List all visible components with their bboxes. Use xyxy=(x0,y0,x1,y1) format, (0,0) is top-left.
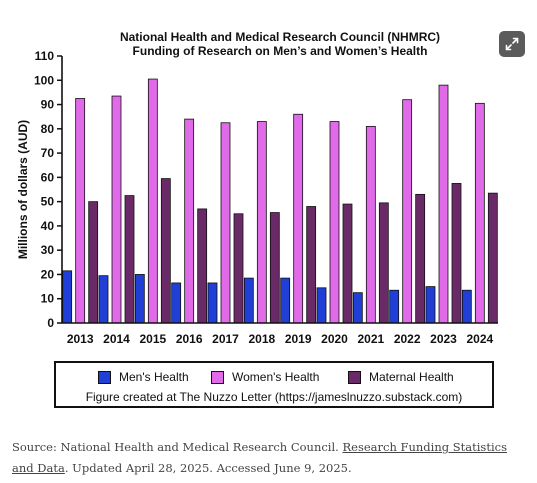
source-link[interactable]: Research Funding Statistics and Data xyxy=(12,440,507,475)
y-tick-label: 100 xyxy=(34,73,54,87)
bar-maternal-health-2013 xyxy=(88,201,99,324)
bar-maternal-health-2017 xyxy=(233,213,244,324)
y-tick-label: 10 xyxy=(41,292,55,306)
bar-women-s-health-2019 xyxy=(293,113,304,324)
legend-swatch xyxy=(211,370,224,384)
y-tick-label: 80 xyxy=(41,122,55,136)
bar-women-s-health-2015 xyxy=(147,78,158,324)
legend-item-womens-health: Women's Health xyxy=(211,370,319,384)
x-tick-label: 2022 xyxy=(394,332,421,346)
bar-maternal-health-2016 xyxy=(197,208,208,324)
x-tick-label: 2019 xyxy=(285,332,312,346)
bar-men-s-health-2019 xyxy=(280,277,291,324)
bar-women-s-health-2021 xyxy=(365,125,376,324)
bar-women-s-health-2017 xyxy=(220,122,231,324)
bar-men-s-health-2016 xyxy=(171,282,182,324)
bar-chart: Millions of dollars (AUD) 0 10 20 30 40 50 60 70… xyxy=(16,49,498,346)
legend-credit: Figure created at The Nuzzo Letter (http… xyxy=(85,390,463,404)
caption-prefix: Source: National Health and Medical Rese… xyxy=(12,440,343,454)
bar-women-s-health-2014 xyxy=(111,95,122,324)
y-tick-label: 90 xyxy=(41,98,55,112)
bar-men-s-health-2013 xyxy=(62,270,73,324)
x-tick-label: 2016 xyxy=(176,332,203,346)
x-tick-label: 2014 xyxy=(103,332,130,346)
x-tick-label: 2018 xyxy=(248,332,275,346)
legend-label: Men's Health xyxy=(119,370,189,384)
chart-figure: National Health and Medical Research Cou… xyxy=(16,30,525,408)
bar-maternal-health-2014 xyxy=(124,195,135,324)
expand-icon xyxy=(505,37,519,51)
y-axis-label: Millions of dollars (AUD) xyxy=(16,120,30,259)
bar-women-s-health-2018 xyxy=(256,121,267,324)
bar-maternal-health-2018 xyxy=(269,212,280,324)
bar-maternal-health-2020 xyxy=(342,203,353,324)
legend-label: Women's Health xyxy=(232,370,320,384)
x-tick-label: 2020 xyxy=(321,332,348,346)
chart-subtitle: Funding of Research on Men’s and Women’s… xyxy=(132,44,428,58)
x-tick-label: 2023 xyxy=(430,332,457,346)
bar-women-s-health-2020 xyxy=(329,121,340,324)
x-tick-label: 2013 xyxy=(67,332,94,346)
x-tick-label: 2017 xyxy=(212,332,239,346)
bar-women-s-health-2024 xyxy=(474,102,485,324)
chart-title: National Health and Medical Research Cou… xyxy=(119,30,441,44)
bar-women-s-health-2016 xyxy=(184,118,195,324)
expand-button[interactable] xyxy=(499,31,525,57)
caption-suffix: . Updated April 28, 2025. Accessed June … xyxy=(64,461,352,475)
bar-women-s-health-2022 xyxy=(402,99,413,324)
legend-item-mens-health: Men's Health xyxy=(98,370,189,384)
source-caption: Source: National Health and Medical Rese… xyxy=(12,437,527,479)
bar-men-s-health-2024 xyxy=(461,289,472,324)
bar-men-s-health-2017 xyxy=(207,282,218,324)
bar-men-s-health-2014 xyxy=(98,275,109,324)
y-tick-label: 20 xyxy=(41,267,55,281)
bar-maternal-health-2021 xyxy=(378,202,389,324)
bar-maternal-health-2024 xyxy=(487,192,498,324)
y-tick-label: 60 xyxy=(41,170,55,184)
x-tick-label: 2024 xyxy=(466,332,493,346)
bar-women-s-health-2013 xyxy=(75,98,86,324)
legend-swatch xyxy=(98,370,111,384)
bar-men-s-health-2015 xyxy=(134,274,145,324)
legend-item-maternal-health: Maternal Health xyxy=(348,370,454,384)
legend-swatch xyxy=(348,370,361,384)
y-tick-label: 70 xyxy=(41,146,55,160)
x-tick-label: 2015 xyxy=(139,332,166,346)
bar-men-s-health-2018 xyxy=(243,277,254,324)
legend: Men's Health Women's Health Maternal Hea… xyxy=(54,361,494,408)
y-tick-label: 0 xyxy=(47,316,54,330)
x-tick-label: 2021 xyxy=(357,332,384,346)
bar-maternal-health-2022 xyxy=(415,193,426,324)
bar-men-s-health-2021 xyxy=(352,292,363,324)
bar-maternal-health-2015 xyxy=(160,178,171,324)
bar-women-s-health-2023 xyxy=(438,84,449,324)
bar-maternal-health-2019 xyxy=(306,206,317,324)
y-tick-label: 40 xyxy=(41,219,55,233)
bar-maternal-health-2023 xyxy=(451,183,462,324)
bar-men-s-health-2022 xyxy=(389,289,400,324)
y-tick-label: 110 xyxy=(35,49,55,63)
y-tick-label: 50 xyxy=(41,195,55,209)
y-tick-label: 30 xyxy=(41,243,55,257)
bar-men-s-health-2023 xyxy=(425,286,436,324)
legend-label: Maternal Health xyxy=(369,370,454,384)
bar-men-s-health-2020 xyxy=(316,287,327,324)
